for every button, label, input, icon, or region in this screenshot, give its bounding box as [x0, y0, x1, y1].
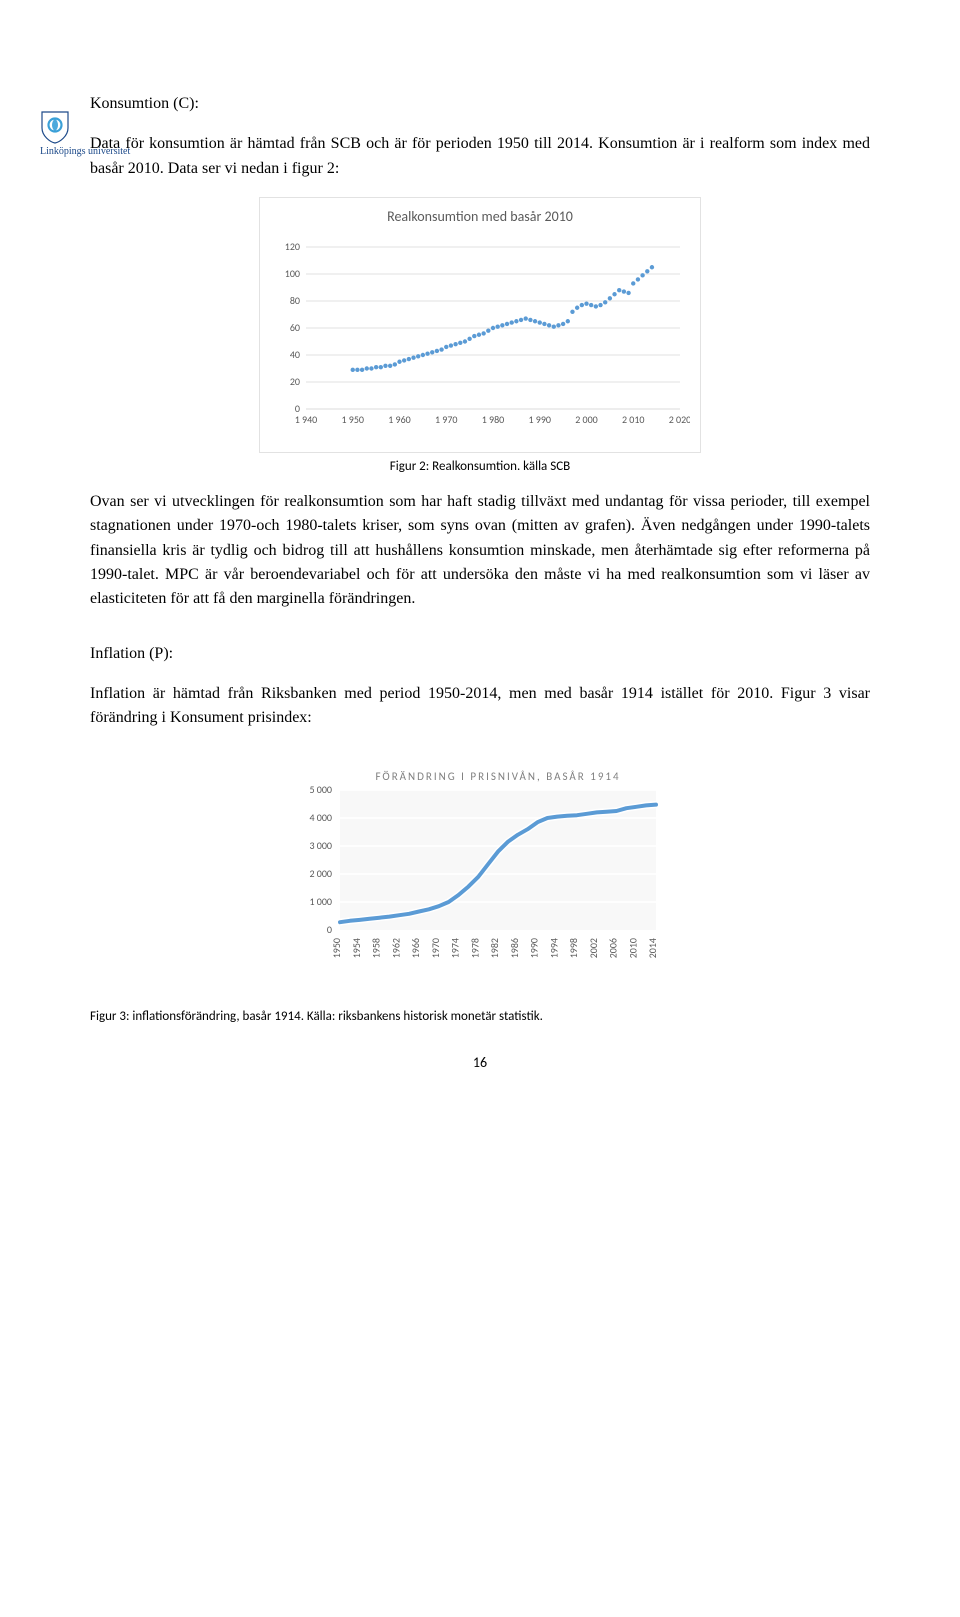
svg-text:2014: 2014 [646, 938, 659, 958]
svg-text:1 940: 1 940 [295, 413, 318, 426]
svg-text:FÖRÄNDRING I PRISNIVÅN, BASÅR: FÖRÄNDRING I PRISNIVÅN, BASÅR 1914 [375, 770, 620, 783]
svg-text:1966: 1966 [409, 938, 422, 958]
svg-text:1 000: 1 000 [309, 895, 332, 908]
svg-text:2006: 2006 [607, 938, 620, 958]
svg-text:1998: 1998 [567, 938, 580, 958]
svg-text:1 960: 1 960 [388, 413, 411, 426]
svg-text:1 970: 1 970 [435, 413, 458, 426]
logo-text: Linköpings universitet [40, 146, 130, 157]
svg-text:1962: 1962 [389, 938, 402, 958]
section-heading-consumption: Konsumtion (C): [90, 92, 870, 116]
shield-icon [40, 110, 70, 144]
svg-text:1982: 1982 [488, 938, 501, 958]
section-heading-inflation: Inflation (P): [90, 642, 870, 666]
svg-text:4 000: 4 000 [309, 811, 332, 824]
svg-text:1978: 1978 [468, 938, 481, 958]
svg-text:1990: 1990 [528, 938, 541, 958]
svg-text:20: 20 [290, 375, 300, 388]
svg-text:1 980: 1 980 [482, 413, 505, 426]
chart-title: Realkonsumtion med basår 2010 [270, 208, 690, 225]
svg-text:0: 0 [327, 923, 332, 936]
figure-caption-3: Figur 3: inflationsförändring, basår 191… [90, 1009, 870, 1024]
svg-text:1950: 1950 [330, 938, 343, 958]
chart-svg: FÖRÄNDRING I PRISNIVÅN, BASÅR 1914 0 1 000… [290, 766, 670, 976]
figure-caption-2: Figur 2: Realkonsumtion. källa SCB [90, 459, 870, 474]
analysis-paragraph: Ovan ser vi utvecklingen för realkonsumt… [90, 490, 870, 612]
svg-text:60: 60 [290, 321, 300, 334]
university-logo: Linköpings universitet [40, 110, 130, 157]
svg-text:100: 100 [285, 267, 300, 280]
svg-text:120: 120 [285, 240, 300, 253]
chart-prisniva: FÖRÄNDRING I PRISNIVÅN, BASÅR 1914 0 1 000… [290, 766, 670, 981]
svg-text:2 000: 2 000 [309, 867, 332, 880]
section-paragraph-consumption: Data för konsumtion är hämtad från SCB o… [90, 132, 870, 181]
svg-text:1994: 1994 [547, 938, 560, 958]
chart-realkonsumtion: Realkonsumtion med basår 2010 0204060801… [259, 197, 701, 453]
svg-text:2010: 2010 [626, 938, 639, 958]
svg-text:2 000: 2 000 [575, 413, 598, 426]
svg-text:1974: 1974 [449, 938, 462, 958]
svg-text:1 950: 1 950 [341, 413, 364, 426]
svg-text:1986: 1986 [508, 938, 521, 958]
svg-text:1954: 1954 [350, 938, 363, 958]
section-paragraph-inflation: Inflation är hämtad från Riksbanken med … [90, 682, 870, 731]
chart-svg: 0204060801001201 9401 9501 9601 9701 980… [270, 231, 690, 441]
svg-text:40: 40 [290, 348, 300, 361]
svg-text:1958: 1958 [370, 938, 383, 958]
svg-text:80: 80 [290, 294, 300, 307]
svg-text:2002: 2002 [587, 938, 600, 958]
svg-text:2 010: 2 010 [622, 413, 645, 426]
svg-text:2 020: 2 020 [669, 413, 690, 426]
svg-text:3 000: 3 000 [309, 839, 332, 852]
page-number: 16 [90, 1054, 870, 1071]
svg-text:5 000: 5 000 [309, 783, 332, 796]
svg-text:1 990: 1 990 [528, 413, 551, 426]
svg-text:1970: 1970 [429, 938, 442, 958]
